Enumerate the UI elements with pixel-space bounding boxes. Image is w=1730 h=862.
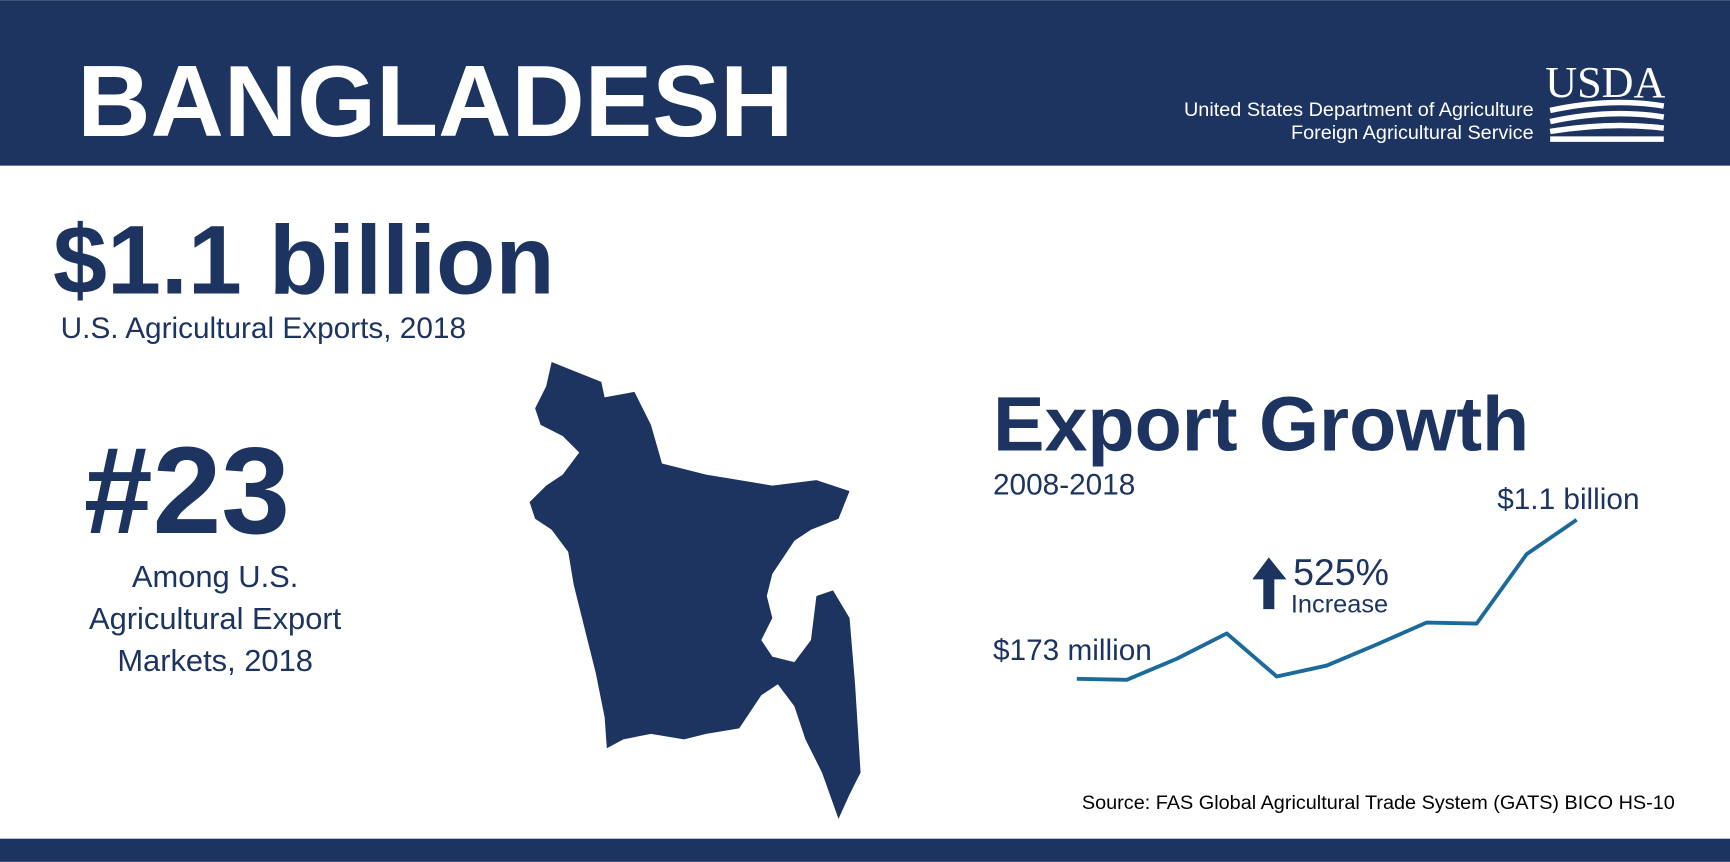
logo-swoosh — [1549, 99, 1665, 142]
value-label: $173 million — [993, 634, 1152, 667]
country-map — [529, 362, 861, 819]
exports-caption: U.S. Agricultural Exports, 2018 — [61, 312, 466, 345]
chart-title: Export Growth — [993, 381, 1529, 467]
rank-caption: Markets, 2018 — [117, 643, 313, 678]
rank-caption: Among U.S. — [132, 559, 298, 594]
rank-value: #23 — [84, 422, 290, 560]
exports-value: $1.1 billion — [53, 206, 555, 315]
growth-line — [1076, 518, 1578, 682]
country-title: BANGLADESH — [77, 44, 793, 158]
agency-line: United States Department of Agriculture — [1184, 99, 1534, 121]
rank-caption: Agricultural Export — [89, 601, 342, 636]
logo-text: USDA — [1545, 58, 1665, 107]
growth-label: Increase — [1291, 590, 1388, 618]
value-label: $1.1 billion — [1497, 483, 1639, 516]
footer-band — [0, 838, 1730, 862]
increase-arrow — [1252, 557, 1287, 610]
header-band — [0, 0, 1730, 166]
source-note: Source: FAS Global Agricultural Trade Sy… — [1082, 792, 1675, 814]
chart-subtitle: 2008-2018 — [993, 468, 1135, 501]
agency-line: Foreign Agricultural Service — [1291, 122, 1534, 144]
growth-percent: 525% — [1293, 551, 1389, 593]
